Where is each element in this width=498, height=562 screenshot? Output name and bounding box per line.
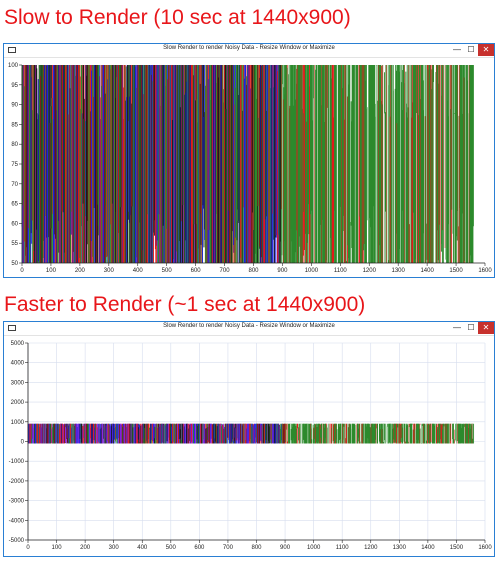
- x-tick-label: 600: [191, 268, 202, 274]
- data-series-group: [27, 423, 475, 444]
- fast-render-heading: Faster to Render (~1 sec at 1440x900): [4, 293, 366, 316]
- y-tick-label: 75: [11, 162, 18, 168]
- x-tick-label: 800: [248, 268, 259, 274]
- y-tick-label: 95: [11, 83, 18, 89]
- x-tick-label: 700: [223, 545, 234, 551]
- x-tick-label: 0: [20, 268, 24, 274]
- close-button[interactable]: ✕: [478, 44, 494, 56]
- y-tick-label: -5000: [9, 538, 25, 544]
- x-tick-label: 400: [137, 545, 148, 551]
- y-tick-label: 60: [11, 221, 18, 227]
- x-tick-label: 900: [280, 545, 291, 551]
- x-tick-label: 1400: [420, 268, 434, 274]
- noisy-data-chart[interactable]: -5000-4000-3000-2000-1000010002000300040…: [4, 335, 494, 556]
- y-tick-label: -2000: [9, 479, 25, 485]
- x-tick-label: 100: [46, 268, 57, 274]
- window-title: Slow Render to render Noisy Data - Resiz…: [163, 323, 335, 329]
- app-window-icon: [8, 325, 16, 331]
- y-tick-label: 1000: [11, 420, 25, 426]
- data-series-group: [21, 65, 474, 263]
- y-tick-label: 3000: [11, 380, 25, 386]
- x-tick-label: 700: [220, 268, 231, 274]
- window-titlebar[interactable]: Slow Render to render Noisy Data - Resiz…: [4, 44, 494, 58]
- y-tick-label: -3000: [9, 499, 25, 505]
- y-tick-label: 2000: [11, 400, 25, 406]
- x-tick-label: 300: [109, 545, 120, 551]
- x-tick-label: 1500: [449, 268, 463, 274]
- app-window-icon: [8, 47, 16, 53]
- x-tick-label: 400: [133, 268, 144, 274]
- minimize-button[interactable]: —: [453, 45, 461, 54]
- y-tick-label: 4000: [11, 361, 25, 367]
- minimize-button[interactable]: —: [453, 323, 461, 332]
- y-tick-label: 80: [11, 142, 18, 148]
- x-tick-label: 100: [52, 545, 63, 551]
- x-tick-label: 1200: [363, 268, 377, 274]
- y-tick-label: 85: [11, 122, 18, 128]
- x-tick-label: 1000: [307, 545, 321, 551]
- close-button[interactable]: ✕: [478, 322, 494, 334]
- y-tick-label: 55: [11, 241, 18, 247]
- x-tick-label: 900: [277, 268, 288, 274]
- x-tick-label: 1100: [336, 545, 350, 551]
- y-tick-label: 5000: [11, 341, 25, 347]
- x-tick-label: 1600: [478, 545, 492, 551]
- x-tick-label: 1000: [305, 268, 319, 274]
- y-tick-label: 50: [11, 261, 18, 267]
- y-tick-label: -4000: [9, 518, 25, 524]
- slow-render-heading: Slow to Render (10 sec at 1440x900): [4, 6, 351, 29]
- x-tick-label: 0: [26, 545, 30, 551]
- x-tick-label: 1100: [334, 268, 348, 274]
- y-tick-label: 65: [11, 202, 18, 208]
- y-tick-label: 100: [8, 63, 19, 69]
- y-tick-label: -1000: [9, 459, 25, 465]
- x-tick-label: 300: [104, 268, 115, 274]
- y-tick-label: 90: [11, 103, 18, 109]
- x-tick-label: 1300: [393, 545, 407, 551]
- fast-render-window[interactable]: Slow Render to render Noisy Data - Resiz…: [3, 321, 495, 557]
- y-tick-label: 0: [21, 440, 25, 446]
- maximize-button[interactable]: ☐: [467, 45, 475, 54]
- maximize-button[interactable]: ☐: [467, 323, 475, 332]
- window-titlebar[interactable]: Slow Render to render Noisy Data - Resiz…: [4, 322, 494, 336]
- x-tick-label: 200: [80, 545, 91, 551]
- slow-render-window[interactable]: Slow Render to render Noisy Data - Resiz…: [3, 43, 495, 278]
- x-tick-label: 200: [75, 268, 86, 274]
- x-tick-label: 1300: [392, 268, 406, 274]
- y-tick-label: 70: [11, 182, 18, 188]
- x-tick-label: 800: [251, 545, 262, 551]
- window-title: Slow Render to render Noisy Data - Resiz…: [163, 45, 335, 51]
- x-tick-label: 500: [166, 545, 177, 551]
- x-tick-label: 1500: [450, 545, 464, 551]
- x-tick-label: 1600: [478, 268, 492, 274]
- x-tick-label: 600: [194, 545, 205, 551]
- x-tick-label: 1400: [421, 545, 435, 551]
- x-tick-label: 1200: [364, 545, 378, 551]
- x-tick-label: 500: [162, 268, 173, 274]
